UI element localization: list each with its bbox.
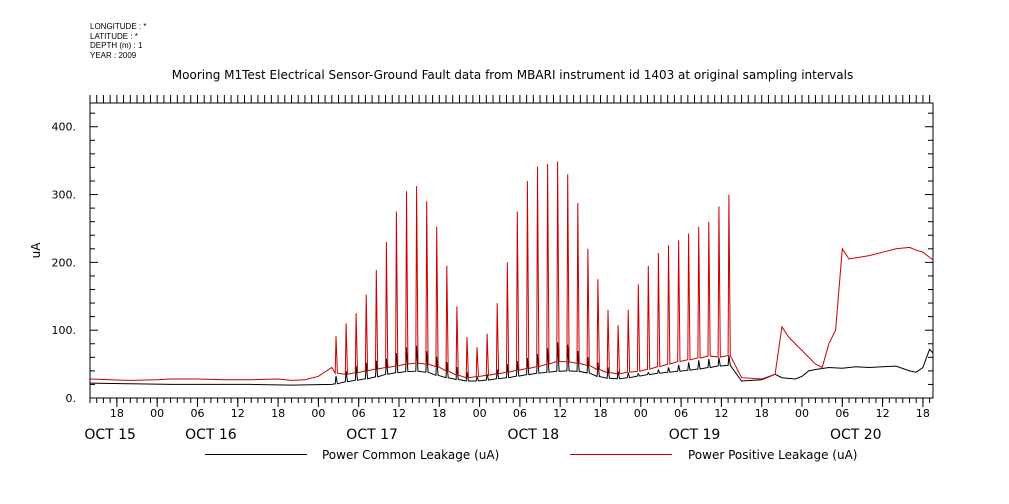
- x-tick-label: 12: [714, 407, 728, 420]
- legend-line-positive: [570, 454, 672, 455]
- x-tick-label: 00: [634, 407, 648, 420]
- x-day-label: OCT 16: [185, 427, 237, 443]
- x-tick-label: 06: [352, 407, 366, 420]
- legend-label-positive: Power Positive Leakage (uA): [688, 448, 858, 462]
- x-tick-label: 12: [231, 407, 245, 420]
- x-tick-label: 06: [190, 407, 204, 420]
- series-line-common-leakage: [90, 342, 933, 386]
- x-tick-label: 18: [755, 407, 769, 420]
- longitude-label: LONGITUDE : *: [90, 22, 147, 31]
- y-tick-label: 200.: [52, 256, 77, 269]
- x-tick-label: 12: [392, 407, 406, 420]
- metadata-block: LONGITUDE : * LATITUDE : * DEPTH (m) : 1…: [90, 22, 146, 60]
- y-tick-label: 100.: [52, 324, 77, 337]
- x-tick-label: 12: [553, 407, 567, 420]
- x-tick-label: 06: [513, 407, 527, 420]
- depth-label: DEPTH (m) : 1: [90, 41, 143, 50]
- x-tick-label: 06: [835, 407, 849, 420]
- x-tick-label: 18: [432, 407, 446, 420]
- x-tick-label: 18: [594, 407, 608, 420]
- y-tick-label: 300.: [52, 189, 77, 202]
- y-tick-label: 0.: [66, 392, 77, 405]
- x-tick-label: 00: [473, 407, 487, 420]
- legend-line-common: [205, 454, 307, 455]
- x-tick-label: 18: [916, 407, 930, 420]
- x-day-label: OCT 15: [84, 427, 136, 443]
- x-day-label: OCT 20: [830, 427, 882, 443]
- x-tick-label: 18: [271, 407, 285, 420]
- plot-frame: [89, 102, 934, 399]
- x-tick-label: 12: [876, 407, 890, 420]
- x-tick-label: 18: [110, 407, 124, 420]
- x-tick-label: 06: [674, 407, 688, 420]
- legend-label-common: Power Common Leakage (uA): [322, 448, 500, 462]
- x-tick-label: 00: [795, 407, 809, 420]
- series-line-positive-leakage: [90, 161, 933, 381]
- chart-title: Mooring M1Test Electrical Sensor-Ground …: [171, 68, 854, 82]
- x-tick-label: 00: [150, 407, 164, 420]
- x-day-label: OCT 19: [669, 427, 721, 443]
- latitude-label: LATITUDE : *: [90, 31, 138, 41]
- x-day-label: OCT 17: [346, 427, 398, 443]
- year-label: YEAR : 2009: [90, 50, 137, 60]
- y-axis-label: uA: [29, 242, 43, 259]
- x-tick-label: 00: [311, 407, 325, 420]
- chart-title-wrap: Mooring M1Test Electrical Sensor-Ground …: [0, 68, 1009, 82]
- x-day-label: OCT 18: [508, 427, 560, 443]
- y-tick-label: 400.: [52, 121, 77, 134]
